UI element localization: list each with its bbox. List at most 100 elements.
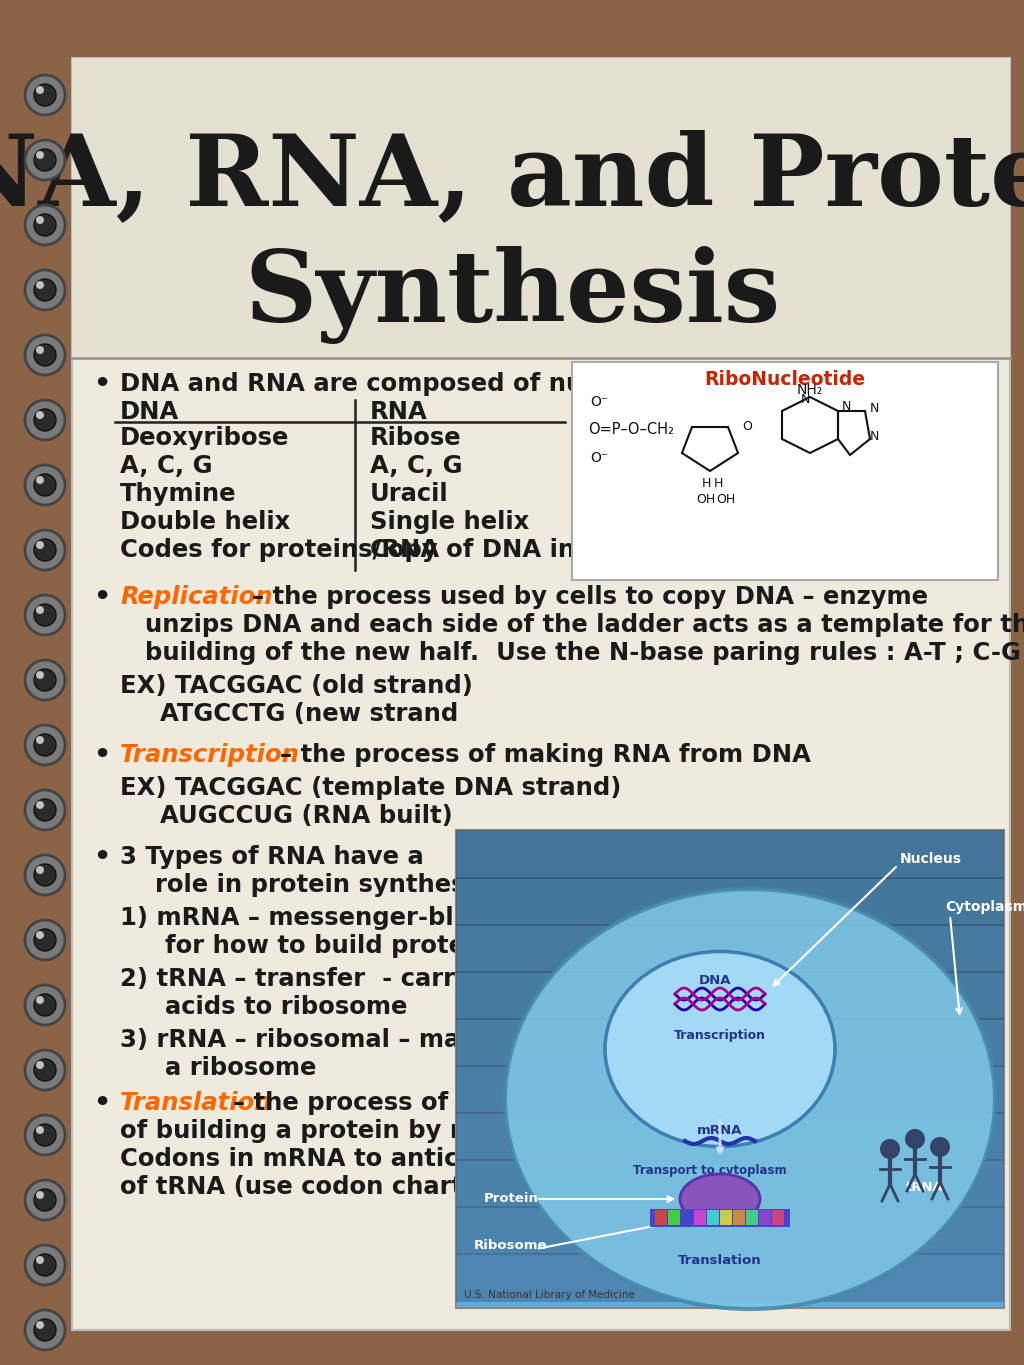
Text: N: N	[870, 401, 880, 415]
FancyBboxPatch shape	[681, 1209, 693, 1224]
Circle shape	[25, 1050, 65, 1091]
Circle shape	[36, 476, 44, 485]
Circle shape	[36, 1256, 44, 1264]
Text: unzips DNA and each side of the ladder acts as a template for the: unzips DNA and each side of the ladder a…	[145, 613, 1024, 637]
Circle shape	[36, 216, 44, 224]
Text: for how to build protein: for how to build protein	[165, 934, 490, 958]
Circle shape	[34, 669, 56, 691]
Text: H: H	[702, 476, 712, 490]
Circle shape	[34, 85, 56, 106]
Text: of building a protein by matching: of building a protein by matching	[120, 1119, 578, 1143]
Text: NH₂: NH₂	[797, 384, 823, 397]
Text: DNA: DNA	[698, 975, 731, 987]
Circle shape	[25, 1179, 65, 1220]
Text: •: •	[93, 373, 111, 399]
Ellipse shape	[680, 1174, 760, 1224]
Text: role in protein synthesis: role in protein synthesis	[155, 874, 488, 897]
Text: Codons in mRNA to anticodons: Codons in mRNA to anticodons	[120, 1147, 541, 1171]
Circle shape	[34, 278, 56, 302]
Text: •: •	[93, 586, 111, 612]
Text: 2) tRNA – transfer  - carries amino: 2) tRNA – transfer - carries amino	[120, 966, 586, 991]
Text: – the process used by cells to copy DNA – enzyme: – the process used by cells to copy DNA …	[252, 586, 928, 609]
Circle shape	[25, 1245, 65, 1284]
Circle shape	[25, 334, 65, 375]
FancyBboxPatch shape	[456, 1253, 1004, 1302]
Text: Double helix: Double helix	[120, 511, 290, 534]
Text: Transcription: Transcription	[674, 1029, 766, 1041]
FancyBboxPatch shape	[456, 1207, 1004, 1254]
Circle shape	[36, 996, 44, 1005]
Text: Thymine: Thymine	[120, 482, 237, 506]
Circle shape	[34, 539, 56, 561]
Text: OH: OH	[696, 493, 715, 506]
FancyBboxPatch shape	[456, 1065, 1004, 1114]
FancyBboxPatch shape	[650, 1209, 790, 1227]
Text: O⁻: O⁻	[590, 394, 608, 409]
Circle shape	[36, 672, 44, 678]
Circle shape	[36, 1321, 44, 1330]
Circle shape	[34, 799, 56, 820]
Text: Protein: Protein	[484, 1193, 539, 1205]
Text: DNA: DNA	[120, 400, 179, 425]
FancyBboxPatch shape	[456, 830, 1004, 879]
Text: Transcription: Transcription	[120, 743, 300, 767]
Text: tRNA: tRNA	[906, 1181, 944, 1194]
FancyBboxPatch shape	[720, 1209, 732, 1224]
Circle shape	[36, 1192, 44, 1198]
Circle shape	[25, 205, 65, 244]
Text: N: N	[801, 393, 810, 405]
Circle shape	[34, 214, 56, 236]
Circle shape	[25, 1310, 65, 1350]
Circle shape	[25, 141, 65, 180]
Text: DNA and RNA are composed of nucleotides: DNA and RNA are composed of nucleotides	[120, 373, 707, 396]
Circle shape	[25, 465, 65, 505]
Circle shape	[36, 281, 44, 289]
FancyBboxPatch shape	[456, 876, 1004, 925]
Circle shape	[36, 801, 44, 809]
Text: EX) TACGGAC (old strand): EX) TACGGAC (old strand)	[120, 674, 473, 698]
Text: acids to ribosome: acids to ribosome	[165, 995, 408, 1020]
FancyBboxPatch shape	[733, 1209, 745, 1224]
Text: DNA, RNA, and Protein: DNA, RNA, and Protein	[0, 130, 1024, 227]
Circle shape	[36, 1061, 44, 1069]
Text: N: N	[842, 400, 851, 414]
Text: Copy of DNA info: Copy of DNA info	[370, 538, 602, 562]
Circle shape	[880, 1138, 900, 1159]
Circle shape	[34, 474, 56, 495]
Circle shape	[36, 1126, 44, 1134]
FancyBboxPatch shape	[572, 362, 998, 580]
Circle shape	[34, 344, 56, 366]
Ellipse shape	[505, 889, 995, 1309]
Text: Uracil: Uracil	[370, 482, 449, 506]
Circle shape	[25, 920, 65, 960]
Text: O=P–O–CH₂: O=P–O–CH₂	[588, 423, 674, 438]
FancyBboxPatch shape	[72, 57, 1010, 1330]
FancyBboxPatch shape	[655, 1209, 667, 1224]
Text: O: O	[742, 420, 752, 434]
Text: Cytoplasm: Cytoplasm	[945, 900, 1024, 915]
Text: Replication: Replication	[120, 586, 272, 609]
Text: Nucleus: Nucleus	[900, 852, 962, 865]
Circle shape	[36, 736, 44, 744]
FancyBboxPatch shape	[456, 1018, 1004, 1067]
Text: – the process of: – the process of	[233, 1091, 449, 1115]
Text: Translation: Translation	[678, 1254, 762, 1267]
Text: mRNA: mRNA	[697, 1123, 742, 1137]
Circle shape	[25, 400, 65, 440]
FancyBboxPatch shape	[456, 830, 1004, 1308]
Circle shape	[36, 931, 44, 939]
Text: of tRNA (use codon chart): of tRNA (use codon chart)	[120, 1175, 474, 1198]
Circle shape	[25, 790, 65, 830]
FancyBboxPatch shape	[772, 1209, 784, 1224]
Circle shape	[34, 410, 56, 431]
Circle shape	[34, 149, 56, 171]
Text: •: •	[93, 845, 111, 871]
Text: N: N	[870, 430, 880, 444]
Circle shape	[25, 75, 65, 115]
Circle shape	[36, 541, 44, 549]
Circle shape	[930, 1137, 950, 1158]
FancyBboxPatch shape	[456, 1159, 1004, 1208]
Circle shape	[34, 1254, 56, 1276]
Circle shape	[34, 1319, 56, 1340]
Text: 3) rRNA – ribosomal – makes up: 3) rRNA – ribosomal – makes up	[120, 1028, 550, 1052]
